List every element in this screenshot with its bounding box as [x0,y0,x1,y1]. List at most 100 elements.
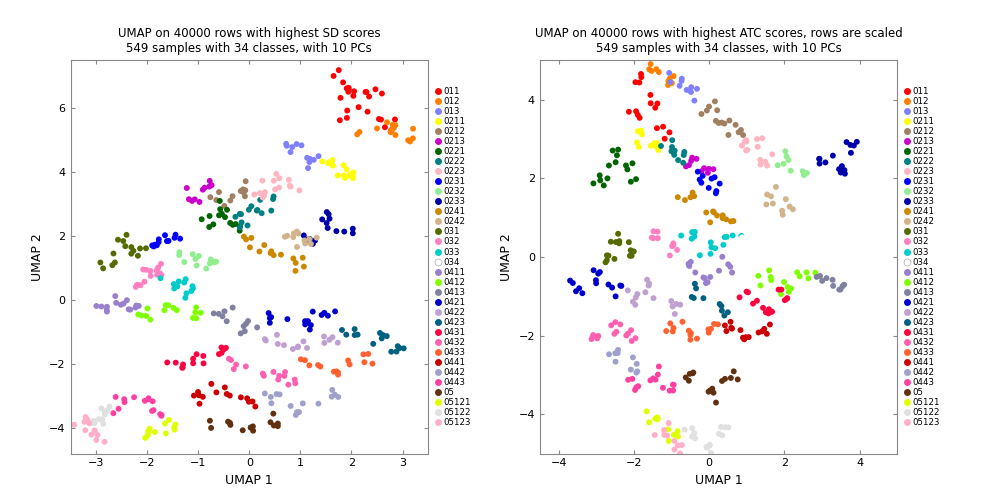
Point [390,342,406,350]
Point [697,274,713,282]
Point [656,431,672,439]
Point [358,88,374,96]
Point [691,175,708,183]
Point [334,326,350,334]
Point [301,155,318,163]
Point [321,210,337,218]
Point [665,324,681,332]
Point [166,425,182,433]
Point [236,188,252,197]
Point [335,78,351,86]
Point [235,426,251,434]
Point [665,241,681,249]
Point [794,167,810,175]
Point [661,387,677,395]
Point [684,154,701,162]
Point [775,211,791,219]
Point [129,281,145,289]
Point [684,424,701,432]
Point [263,247,279,256]
Point [302,240,319,248]
Point [624,251,640,260]
Point [721,423,737,431]
Point [759,258,775,266]
Point [666,446,682,454]
Point [664,136,680,144]
Point [649,228,665,236]
Point [660,419,676,427]
Point [775,160,791,168]
Point [811,272,828,280]
Point [330,370,346,379]
Point [94,415,110,423]
Point [755,304,771,312]
Point [700,278,716,286]
Point [294,254,310,262]
Point [782,167,798,175]
Point [749,135,765,143]
Point [738,333,754,341]
Point [684,432,701,440]
Point [374,334,390,342]
Point [758,308,774,317]
Point [630,111,646,119]
Point [781,203,797,211]
Point [243,234,259,242]
Point [592,171,608,179]
Point [160,301,176,309]
Point [93,259,109,267]
Point [117,398,133,406]
Point [325,386,341,394]
Point [331,66,347,74]
Point [630,382,646,390]
Point [270,422,286,430]
Point [296,236,312,244]
Point [626,247,642,256]
Point [673,441,689,449]
Point [238,177,254,185]
Point [811,160,828,168]
Point [192,198,208,206]
Point [168,306,184,314]
Point [166,284,182,292]
Point [610,346,626,354]
Point [588,276,604,284]
Point [342,171,358,179]
Point [89,302,105,310]
Point [286,229,302,237]
Point [643,142,659,150]
Point [382,128,398,136]
Point [347,331,363,339]
Point [170,277,186,285]
Point [825,276,841,284]
Point [608,292,624,300]
Point [387,131,403,139]
Point [325,162,341,170]
Point [305,156,322,164]
Point [619,165,635,173]
Point [832,286,848,294]
Point [276,372,292,380]
Point [673,75,689,83]
Point [607,330,623,338]
Point [206,220,222,228]
Point [191,252,207,260]
Point [629,139,645,147]
Point [271,391,287,399]
Point [252,189,268,197]
Point [694,179,710,187]
Point [214,210,230,218]
Point [286,375,302,384]
Point [714,302,730,310]
Point [265,410,281,418]
Point [211,278,227,286]
Point [681,262,698,270]
Point [243,290,259,298]
Point [704,174,720,182]
Point [778,195,794,203]
Point [221,277,237,285]
Point [717,375,733,383]
Point [297,239,313,247]
Point [650,415,666,423]
Point [268,170,284,178]
